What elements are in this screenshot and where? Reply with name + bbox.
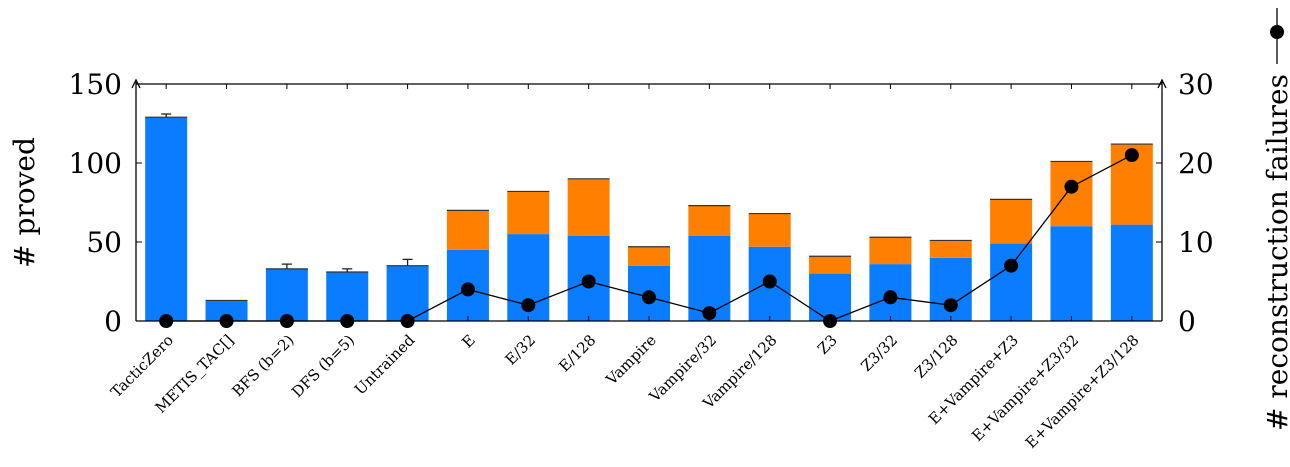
bars-layer: [145, 113, 1153, 322]
line-layer: [159, 148, 1139, 328]
bar-upper: [748, 213, 791, 247]
category-label: Untrained: [351, 331, 419, 399]
category-label: E/32: [502, 331, 540, 369]
bar-upper: [869, 237, 912, 265]
bar-lower: [326, 272, 369, 321]
failures-point: [642, 290, 656, 305]
category-label: Z3/128: [911, 331, 962, 382]
bar-upper: [809, 256, 852, 274]
failures-point: [702, 306, 717, 321]
failures-point: [883, 290, 898, 305]
failures-point: [762, 274, 777, 289]
category-label: Z3/32: [857, 331, 901, 375]
bar-lower: [386, 265, 429, 321]
category-label: E+Vampire+Z3/128: [1022, 331, 1143, 452]
y-tick-label-left: 50: [86, 226, 122, 259]
y-tick-label-right: 10: [1178, 226, 1214, 259]
failures-point: [340, 314, 355, 328]
bar-lower: [809, 273, 852, 321]
failures-point: [279, 314, 294, 328]
legend-label: # reconstruction failures: [1261, 74, 1290, 431]
failures-point: [521, 298, 536, 313]
bar-lower: [1050, 226, 1093, 321]
y-tick-label-left: 150: [69, 68, 122, 101]
category-label: E/128: [555, 331, 599, 375]
y-axis-left-arrow: [131, 78, 141, 89]
bar-lower: [1110, 224, 1153, 321]
category-label: E: [458, 331, 478, 351]
bar-upper: [1050, 161, 1093, 227]
y-tick-label-left: 0: [104, 305, 122, 338]
failures-point: [581, 274, 596, 289]
failures-point: [460, 282, 475, 297]
category-label: Vampire: [602, 331, 660, 389]
bar-upper: [688, 205, 731, 236]
bar-upper: [628, 246, 670, 266]
failures-point: [400, 314, 415, 328]
labels-layer: 0501001500102030TacticZeroMETIS_TAC[]BFS…: [8, 68, 1214, 452]
category-label: BFS (b=2): [228, 331, 297, 400]
category-label: Z3: [814, 331, 841, 358]
y-tick-label-right: 0: [1178, 305, 1196, 338]
bar-lower: [990, 243, 1033, 321]
failures-point: [823, 314, 838, 328]
failures-point: [943, 298, 958, 313]
failures-point: [219, 314, 234, 328]
failures-point: [1064, 179, 1079, 194]
failures-point: [1124, 148, 1139, 163]
y-tick-label-right: 20: [1178, 147, 1214, 180]
failures-point: [159, 314, 174, 328]
bar-upper: [990, 199, 1033, 244]
y-tick-label-right: 30: [1178, 68, 1214, 101]
bar-lower: [205, 300, 248, 321]
y-tick-label-left: 100: [69, 147, 122, 180]
bar-upper: [929, 240, 972, 258]
bar-upper: [507, 191, 550, 235]
failures-point: [1004, 258, 1019, 273]
bar-lower: [265, 268, 308, 321]
category-label: E+Vampire+Z3/32: [968, 331, 1082, 445]
bar-lower: [145, 117, 188, 322]
legend-marker: [1270, 25, 1284, 39]
bar-upper: [567, 178, 610, 236]
legend: # reconstruction failures: [1261, 8, 1290, 431]
y-axis-right-arrow: [1157, 78, 1167, 89]
category-label: DFS (b=5): [288, 331, 358, 401]
bar-upper: [446, 210, 489, 250]
y-axis-title-left: # proved: [8, 137, 41, 268]
